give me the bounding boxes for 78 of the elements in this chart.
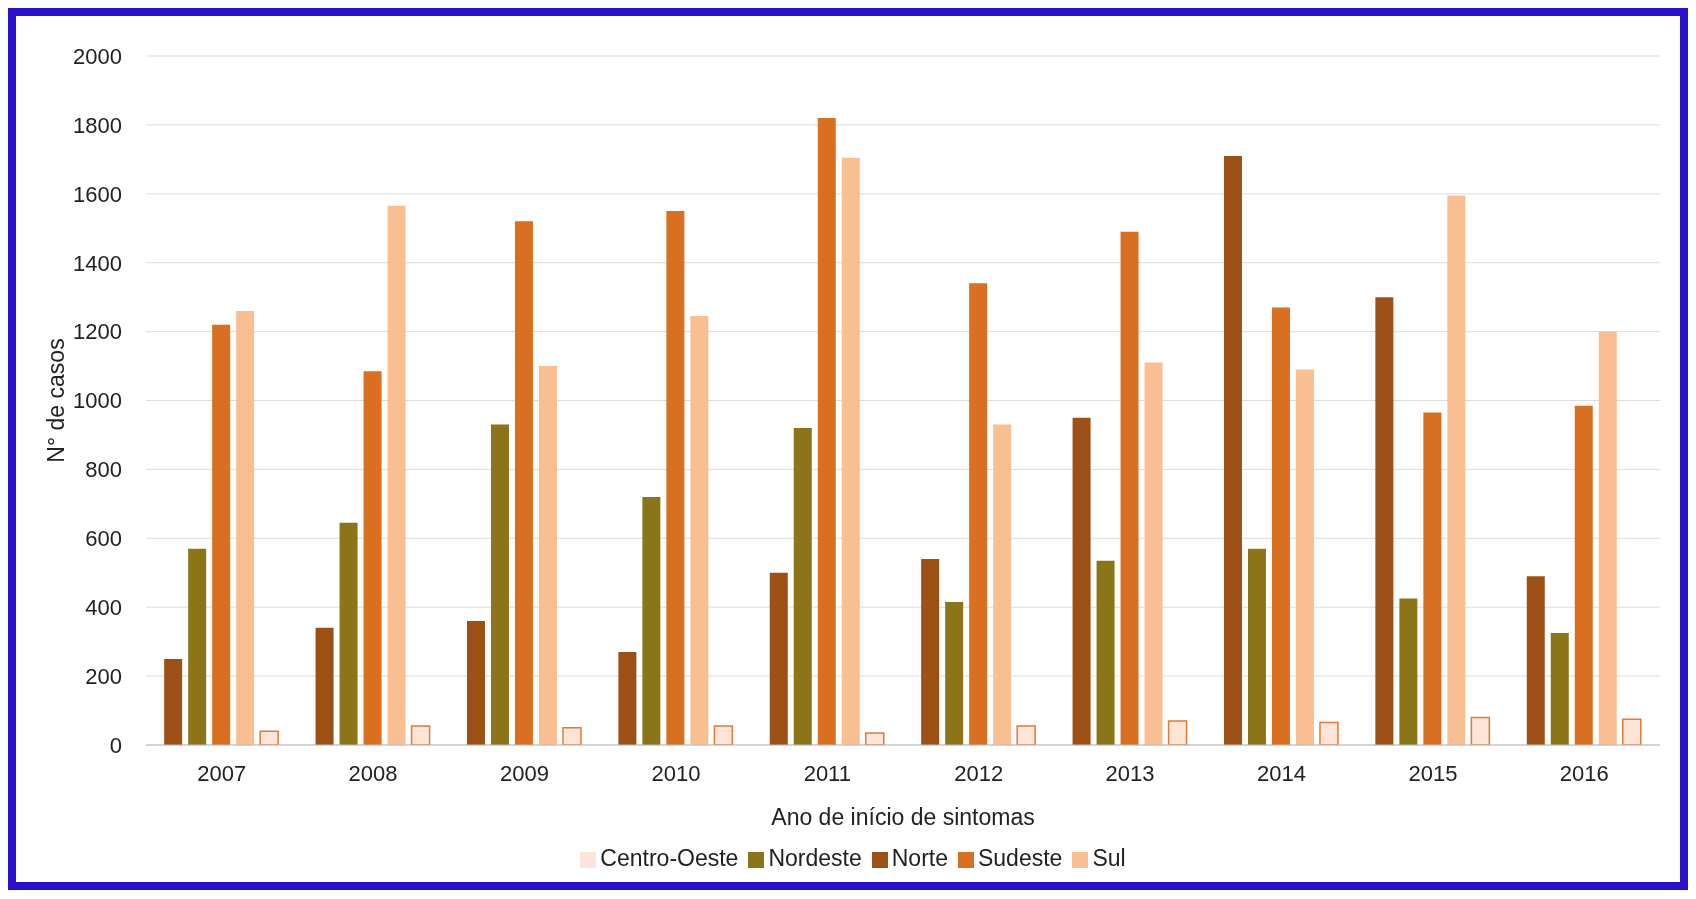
bar	[1526, 576, 1545, 745]
bar	[236, 310, 255, 745]
y-tick-label: 1400	[73, 250, 122, 276]
bar	[1375, 297, 1394, 745]
y-tick-label: 0	[109, 732, 122, 758]
bar	[1574, 405, 1593, 745]
legend-label: Centro-Oeste	[600, 845, 739, 871]
bar	[969, 283, 988, 745]
x-tick-label: 2015	[1408, 760, 1458, 786]
bar	[1550, 633, 1569, 745]
bar	[315, 627, 334, 745]
bar	[188, 548, 207, 745]
x-tick-label: 2009	[500, 760, 549, 786]
y-tick-label: 1200	[73, 319, 122, 345]
bar	[387, 205, 406, 745]
bar	[538, 366, 557, 745]
bar	[490, 424, 509, 745]
bar	[1470, 716, 1491, 745]
y-axis-title: N° de casos	[43, 338, 70, 463]
bar	[514, 221, 533, 745]
x-tick-label: 2011	[803, 760, 851, 786]
bar	[841, 157, 860, 745]
x-tick-label: 2010	[651, 760, 701, 786]
bar	[1247, 548, 1266, 745]
bar	[1447, 195, 1466, 745]
bar	[1223, 155, 1242, 745]
legend-label: Sudeste	[977, 845, 1063, 871]
bar	[1144, 362, 1163, 745]
bar	[945, 602, 964, 745]
bar	[1622, 718, 1642, 745]
y-tick-label: 400	[85, 595, 122, 621]
bar	[1271, 307, 1290, 745]
y-tick-label: 1000	[73, 388, 122, 414]
bar	[618, 651, 637, 745]
bar	[1399, 598, 1418, 745]
bar	[339, 522, 358, 745]
bar	[666, 211, 685, 745]
bar	[562, 727, 582, 745]
x-tick-label: 2014	[1257, 760, 1306, 786]
y-tick-label: 1600	[73, 181, 122, 207]
bar	[1016, 725, 1036, 745]
bar	[1072, 417, 1091, 745]
x-tick-label: 2012	[954, 760, 1004, 786]
bar	[164, 658, 183, 745]
y-tick-label: 1800	[73, 112, 122, 138]
bar	[642, 496, 661, 745]
x-tick-label: 2013	[1105, 760, 1155, 786]
bar	[713, 725, 734, 745]
y-tick-label: 600	[85, 526, 122, 552]
bar	[410, 725, 431, 745]
bar	[993, 424, 1012, 745]
x-tick-label: 2016	[1559, 760, 1609, 786]
bar	[1598, 331, 1617, 745]
y-tick-label: 2000	[73, 43, 122, 69]
bar	[1120, 231, 1139, 745]
bar	[1096, 560, 1115, 745]
y-tick-label: 200	[85, 663, 122, 689]
y-tick-label: 800	[85, 457, 122, 483]
bar	[769, 572, 788, 745]
x-axis-title: Ano de início de sintomas	[771, 804, 1035, 830]
bar	[865, 732, 885, 745]
bar	[259, 730, 279, 745]
bar	[793, 428, 812, 745]
bar	[363, 371, 382, 745]
bar	[1423, 412, 1442, 745]
bar	[690, 316, 709, 745]
legend-label: Norte	[891, 845, 948, 871]
bar	[1319, 721, 1339, 745]
bar	[1295, 369, 1314, 745]
bar	[817, 118, 836, 745]
x-tick-label: 2008	[348, 760, 398, 786]
bar	[1167, 720, 1188, 745]
bar	[212, 324, 231, 745]
x-tick-label: 2007	[197, 760, 247, 786]
bar	[921, 558, 940, 745]
bar	[466, 620, 485, 745]
legend-label: Nordeste	[768, 845, 862, 871]
legend-label: Sul	[1092, 845, 1126, 871]
